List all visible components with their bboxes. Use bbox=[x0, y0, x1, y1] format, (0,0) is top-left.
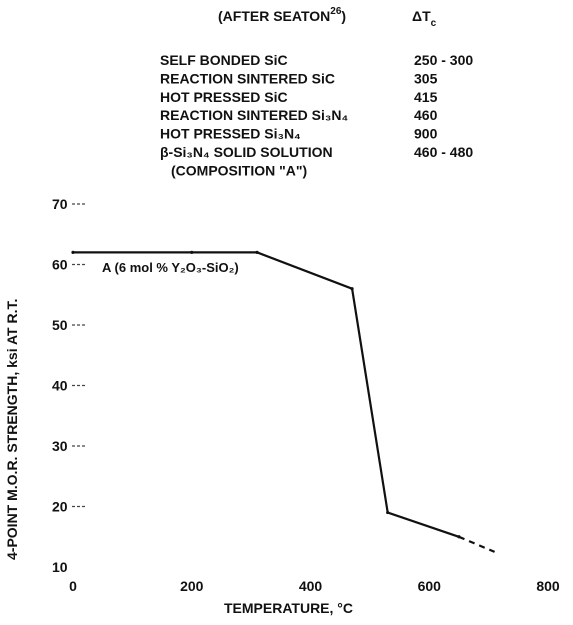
y-tick-label: 60 bbox=[52, 257, 68, 273]
x-axis-label: TEMPERATURE, °C bbox=[224, 600, 353, 616]
data-point bbox=[350, 287, 354, 291]
table-row-value: 415 bbox=[414, 89, 438, 105]
table-row-material: HOT PRESSED SiC bbox=[160, 89, 288, 105]
x-axis: 0 200 400 600 800 bbox=[69, 578, 560, 594]
table-row-value: 900 bbox=[414, 126, 438, 142]
table-row-value: 250 - 300 bbox=[414, 52, 473, 68]
x-tick-label: 800 bbox=[536, 578, 560, 594]
y-axis-label: 4-POINT M.O.R. STRENGTH, ksi AT R.T. bbox=[4, 299, 20, 560]
series-line bbox=[73, 251, 460, 538]
data-point bbox=[386, 510, 390, 515]
x-tick-label: 200 bbox=[180, 578, 204, 594]
table-row-material: SELF BONDED SiC bbox=[160, 52, 288, 68]
y-tick-label: 30 bbox=[52, 438, 68, 454]
y-tick-label: 40 bbox=[52, 378, 68, 394]
table-delta-header: ΔTc bbox=[412, 8, 437, 29]
y-axis: 10 20 30 40 50 60 70 bbox=[52, 196, 86, 575]
table-row-material: (COMPOSITION "A") bbox=[171, 162, 307, 178]
thermal-shock-table: SELF BONDED SiC 250 - 300 REACTION SINTERE… bbox=[160, 52, 473, 178]
table-row-material: REACTION SINTERED SiC bbox=[160, 70, 335, 86]
y-tick-label: 50 bbox=[52, 317, 68, 333]
series-curve bbox=[71, 250, 496, 553]
series-label: A (6 mol % Y₂O₃-SiO₂) bbox=[102, 260, 239, 275]
x-tick-label: 600 bbox=[418, 578, 442, 594]
y-tick-label: 20 bbox=[52, 499, 68, 515]
table-row-value: 305 bbox=[414, 70, 438, 86]
table-row-value: 460 bbox=[414, 107, 438, 123]
series-extrapolation bbox=[458, 535, 496, 553]
table-row-material: β-Si₃N₄ SOLID SOLUTION bbox=[160, 144, 333, 160]
data-point bbox=[457, 535, 461, 539]
table-row-material: HOT PRESSED Si₃N₄ bbox=[160, 126, 301, 142]
x-tick-label: 400 bbox=[299, 578, 323, 594]
x-tick-label: 0 bbox=[69, 578, 77, 594]
y-tick-label: 10 bbox=[52, 559, 68, 575]
table-source-label: (AFTER SEATON26) bbox=[218, 6, 346, 24]
table-row-material: REACTION SINTERED Si₃N₄ bbox=[160, 107, 348, 123]
data-point bbox=[71, 250, 75, 254]
y-tick-label: 70 bbox=[52, 196, 68, 212]
data-point bbox=[255, 250, 259, 254]
table-row-value: 460 - 480 bbox=[414, 144, 473, 160]
data-point bbox=[190, 250, 194, 254]
